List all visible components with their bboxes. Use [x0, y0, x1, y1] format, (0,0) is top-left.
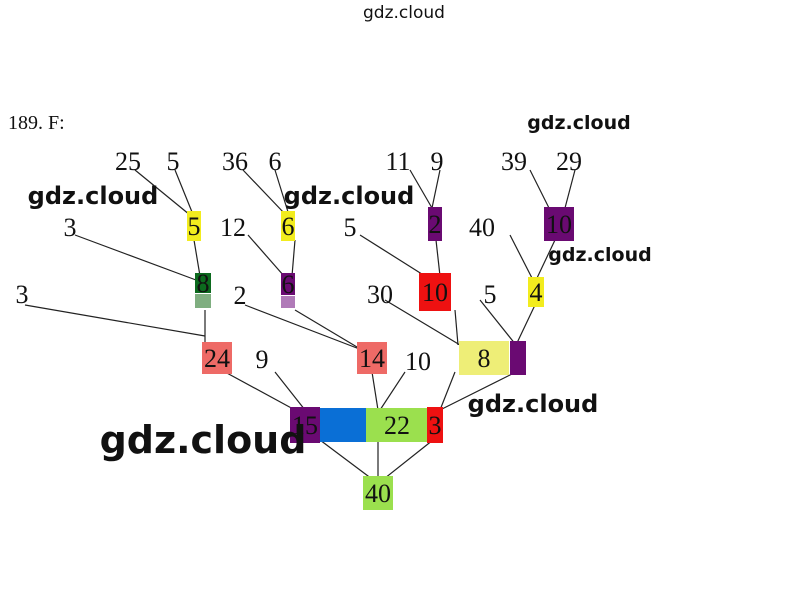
number-label: 5 — [167, 147, 180, 176]
number-label: 2 — [234, 281, 247, 310]
watermark-text: gdz.cloud — [548, 244, 651, 266]
watermark-text: gdz.cloud — [100, 418, 307, 462]
node-box — [281, 273, 295, 295]
edges — [24, 169, 576, 483]
labels: 25 5 36 6 11 9 39 293 12 5 403 2 30 59 10 — [16, 147, 583, 376]
node-box-lower — [281, 296, 295, 308]
node-box — [510, 341, 526, 375]
edge-line — [431, 169, 441, 209]
number-label: 6 — [269, 147, 282, 176]
node-box — [357, 342, 387, 374]
edge-line — [242, 169, 286, 215]
edge-line — [274, 371, 306, 411]
edge-line — [439, 369, 521, 411]
node-box — [290, 407, 320, 443]
edge-line — [244, 304, 363, 351]
edge-line — [479, 299, 517, 346]
node-box — [419, 273, 451, 311]
node-value: 8 — [197, 269, 210, 298]
node-value: 4 — [530, 278, 543, 307]
edge-line — [193, 239, 201, 277]
node-box — [428, 207, 442, 241]
node-box — [202, 342, 232, 374]
node-value: 15 — [292, 411, 318, 440]
edge-line — [435, 239, 441, 277]
edge-line — [384, 299, 461, 346]
node-value: 10 — [546, 210, 572, 239]
number-label: 11 — [385, 147, 410, 176]
nodes: 5 6 2 10 8 6 10 4 24 14 8 15 22 3 40 — [187, 207, 574, 510]
edge-line — [409, 169, 433, 209]
number-label: 10 — [405, 347, 431, 376]
number-label: 12 — [220, 213, 246, 242]
edge-line — [529, 169, 550, 209]
edge-line — [439, 371, 456, 411]
number-label: 5 — [344, 213, 357, 242]
number-label: 9 — [256, 345, 269, 374]
node-value: 22 — [384, 411, 410, 440]
node-value: 8 — [478, 344, 491, 373]
watermarks: gdz.cloud gdz.cloud gdz.cloud gdz.cloud gdz.… — [28, 3, 652, 462]
node-box — [427, 407, 443, 443]
node-value: 24 — [204, 344, 230, 373]
edge-line — [24, 304, 206, 337]
node-value: 40 — [365, 479, 391, 508]
number-label: 3 — [64, 213, 77, 242]
watermark-text: gdz.cloud — [527, 112, 630, 134]
node-value: 2 — [429, 210, 442, 239]
node-box-lower — [195, 294, 211, 308]
watermark-text: gdz.cloud — [363, 3, 445, 23]
edge-line — [536, 239, 556, 279]
edge-line — [509, 234, 534, 281]
number-label: 36 — [222, 147, 248, 176]
edge-line — [379, 439, 434, 483]
node-value: 6 — [282, 270, 295, 299]
problem-number: 189. F: — [8, 112, 65, 134]
node-box — [366, 408, 428, 442]
edge-line — [224, 371, 296, 411]
number-label: 39 — [501, 147, 527, 176]
watermark-text: gdz.cloud — [28, 182, 159, 210]
node-box — [528, 277, 544, 307]
watermark-text: gdz.cloud — [284, 182, 415, 210]
node-value: 10 — [422, 278, 448, 307]
edge-line — [174, 169, 193, 213]
number-label: 40 — [469, 213, 495, 242]
node-value: 6 — [282, 212, 295, 241]
edge-line — [74, 234, 197, 281]
edge-line — [515, 304, 536, 346]
number-label: 5 — [484, 280, 497, 309]
number-label: 9 — [431, 147, 444, 176]
node-box — [195, 273, 211, 293]
edge-line — [134, 169, 191, 216]
node-box — [281, 211, 295, 241]
edge-line — [294, 309, 363, 351]
node-box — [187, 211, 201, 241]
node-box — [320, 408, 366, 442]
node-box — [459, 341, 509, 375]
edge-line — [564, 169, 576, 209]
node-value: 5 — [188, 212, 201, 241]
number-label: 25 — [115, 147, 141, 176]
edge-line — [247, 234, 285, 277]
watermark-text: gdz.cloud — [468, 390, 599, 418]
node-box — [544, 207, 574, 241]
edge-line — [454, 309, 459, 346]
number-label: 3 — [16, 280, 29, 309]
edge-line — [359, 234, 426, 277]
number-label: 29 — [556, 147, 582, 176]
edge-line — [319, 439, 377, 483]
edge-line — [291, 239, 296, 277]
node-box — [363, 476, 393, 510]
node-value: 3 — [429, 411, 442, 440]
edge-line — [371, 371, 379, 411]
edge-line — [379, 371, 406, 411]
edge-line — [274, 169, 289, 213]
number-label: 30 — [367, 280, 393, 309]
node-value: 14 — [359, 344, 385, 373]
